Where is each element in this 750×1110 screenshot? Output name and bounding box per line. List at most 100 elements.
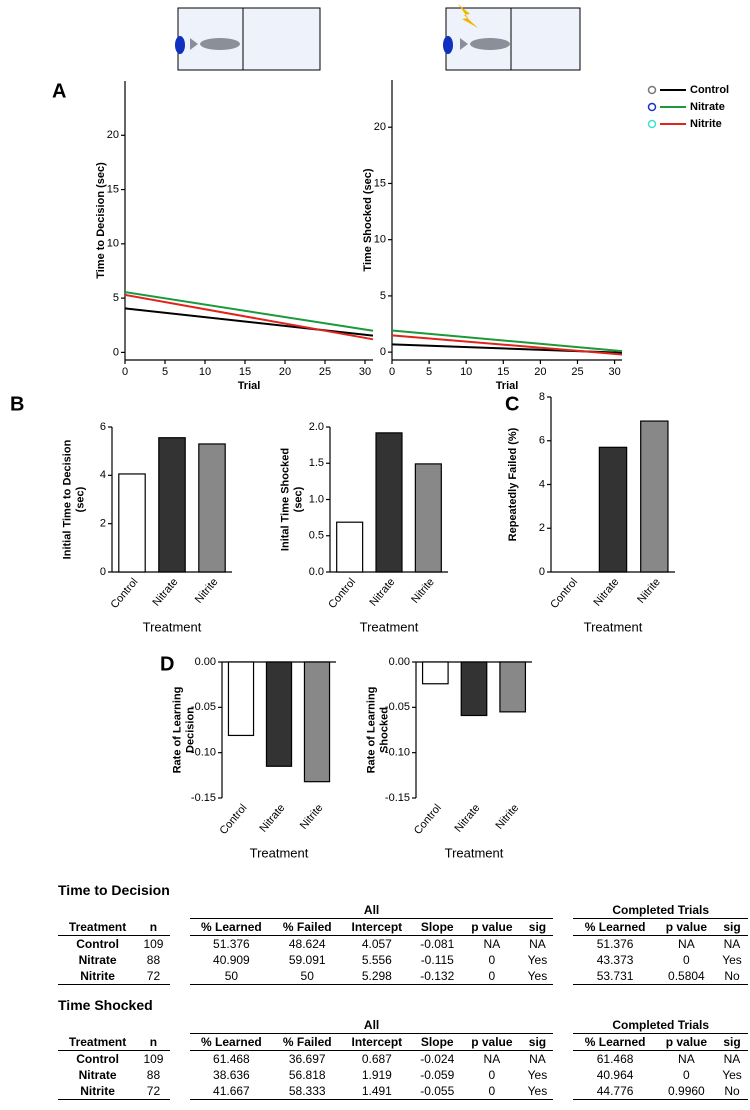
spacer (553, 936, 573, 953)
trend-line (124, 293, 374, 341)
y-tick-label: -0.10 (385, 747, 410, 759)
table-cell: -0.024 (420, 1052, 455, 1066)
x-tick-label: 15 (239, 366, 251, 378)
table-cell: 88 (146, 1068, 161, 1082)
spacer (553, 1034, 573, 1051)
panel-label: A (52, 80, 66, 102)
spacer (170, 1051, 190, 1068)
table-cell: 88 (146, 953, 161, 967)
bar (460, 661, 488, 717)
table-cell: 4.057 (361, 937, 392, 951)
x-tick-label: Control (218, 802, 250, 837)
y-tick-label: 1.0 (309, 493, 324, 505)
table-row: Nitrite 72 41.667 58.333 1.491 -0.055 0 Yes 44.7… (58, 1083, 748, 1100)
y-tick-label: 15 (107, 183, 119, 195)
header-row: Treatment n% Learned% Failed Intercept Slop… (58, 1033, 748, 1051)
table-cell: 58.333 (273, 1083, 342, 1100)
group-header-row: All Completed Trials (58, 902, 748, 919)
x-tick-label: Nitrate (592, 576, 622, 609)
table-cell: 36.697 (288, 1052, 326, 1066)
x-tick-label: 15 (497, 366, 509, 378)
table-cell: 59.091 (288, 953, 326, 967)
table-cell: -0.059 (420, 1068, 455, 1082)
table-cell: 61.468 (213, 1052, 250, 1066)
table-cell: Yes (521, 968, 554, 985)
data-table: All Completed Trials Treatment n% Learned% … (58, 902, 748, 985)
spacer (553, 1051, 573, 1068)
x-tick-label: 25 (319, 366, 331, 378)
y-tick-label: 0 (113, 346, 119, 358)
table-row: Control 109 51.376 48.624 4.057 -0.081 NA NA 51.… (58, 936, 748, 953)
fish-diagram-shock (443, 4, 581, 71)
panel-label: C (505, 393, 519, 415)
x-tick-label: Control (412, 802, 444, 837)
y-tick-label: 4 (100, 469, 106, 481)
table-cell: -0.081 (420, 937, 455, 951)
table-cell: 72 (137, 968, 170, 985)
table-cell: NA (483, 937, 501, 951)
table-row: Nitrate 88 38.636 56.818 1.919 -0.059 0 Yes 40.9… (58, 1067, 748, 1083)
y-tick-label: 8 (539, 391, 545, 403)
group-header-row: All Completed Trials (58, 1017, 748, 1034)
x-tick-label: Nitrite (193, 576, 221, 606)
table-cell: Yes (722, 1068, 742, 1082)
y-tick-label: -0.15 (385, 792, 410, 804)
spacer (553, 1067, 573, 1083)
x-tick-label: 25 (571, 366, 583, 378)
table-cell: NA (723, 1052, 741, 1066)
x-tick-label: Nitrate (368, 576, 398, 609)
table-cell: 0 (462, 1083, 522, 1100)
x-tick-label: Control (326, 576, 358, 611)
x-axis-label: Trial (238, 380, 261, 392)
table-cell: 53.731 (573, 968, 657, 985)
column-header: p value (656, 918, 716, 936)
legend-label: Nitrite (690, 118, 722, 130)
column-header: % Failed (273, 918, 342, 936)
trend-line (391, 329, 623, 353)
x-tick-label: Nitrate (453, 802, 483, 835)
x-tick-label: 0 (122, 366, 128, 378)
y-tick-label: 15 (374, 177, 386, 189)
table-cell: 0 (488, 1068, 496, 1082)
panel-label: D (160, 653, 174, 675)
table-row: Control 109 61.468 36.697 0.687 -0.024 NA NA 61.… (58, 1051, 748, 1068)
table-cell: -0.132 (412, 968, 463, 985)
y-axis-label: Time to Decision (sec) (95, 162, 107, 279)
spacer (553, 902, 573, 919)
column-header: sig (521, 918, 554, 936)
y-tick-label: -0.05 (191, 701, 216, 713)
y-tick-label: 0.0 (309, 566, 324, 578)
spacer (553, 1083, 573, 1100)
tables: Time to Decision All Completed Trials Treat… (58, 878, 748, 1110)
y-tick-label: 20 (374, 121, 386, 133)
group-header: All (189, 902, 554, 919)
y-tick-label: 5 (380, 290, 386, 302)
spacer (553, 952, 573, 968)
spacer (170, 936, 190, 953)
table-cell: Yes (521, 1083, 554, 1100)
column-header: sig (715, 918, 748, 936)
table-cell: Yes (527, 953, 548, 967)
bar (640, 420, 669, 573)
y-tick-label: 10 (374, 234, 386, 246)
table-cell: Nitrite (58, 1083, 138, 1100)
y-tick-label: 5 (113, 292, 119, 304)
spacer (553, 919, 573, 936)
bar (227, 661, 255, 737)
table-cell: 61.468 (596, 1052, 634, 1066)
table-cell: NA (529, 937, 546, 951)
table-cell: 0.687 (361, 1052, 392, 1066)
column-header: p value (656, 1033, 716, 1051)
table-cell: No (715, 968, 748, 985)
y-axis-label: Rate of Learning (365, 687, 377, 774)
x-tick-label: Control (109, 576, 141, 611)
group-header: All (189, 1017, 554, 1034)
x-tick-label: 5 (426, 366, 432, 378)
y-tick-label: 0 (100, 566, 106, 578)
table-cell: 40.909 (213, 953, 250, 967)
legend-marker (647, 119, 657, 129)
table-cell: 1.919 (361, 1068, 392, 1082)
x-tick-label: 30 (359, 366, 371, 378)
x-axis-label: Treatment (143, 619, 202, 634)
